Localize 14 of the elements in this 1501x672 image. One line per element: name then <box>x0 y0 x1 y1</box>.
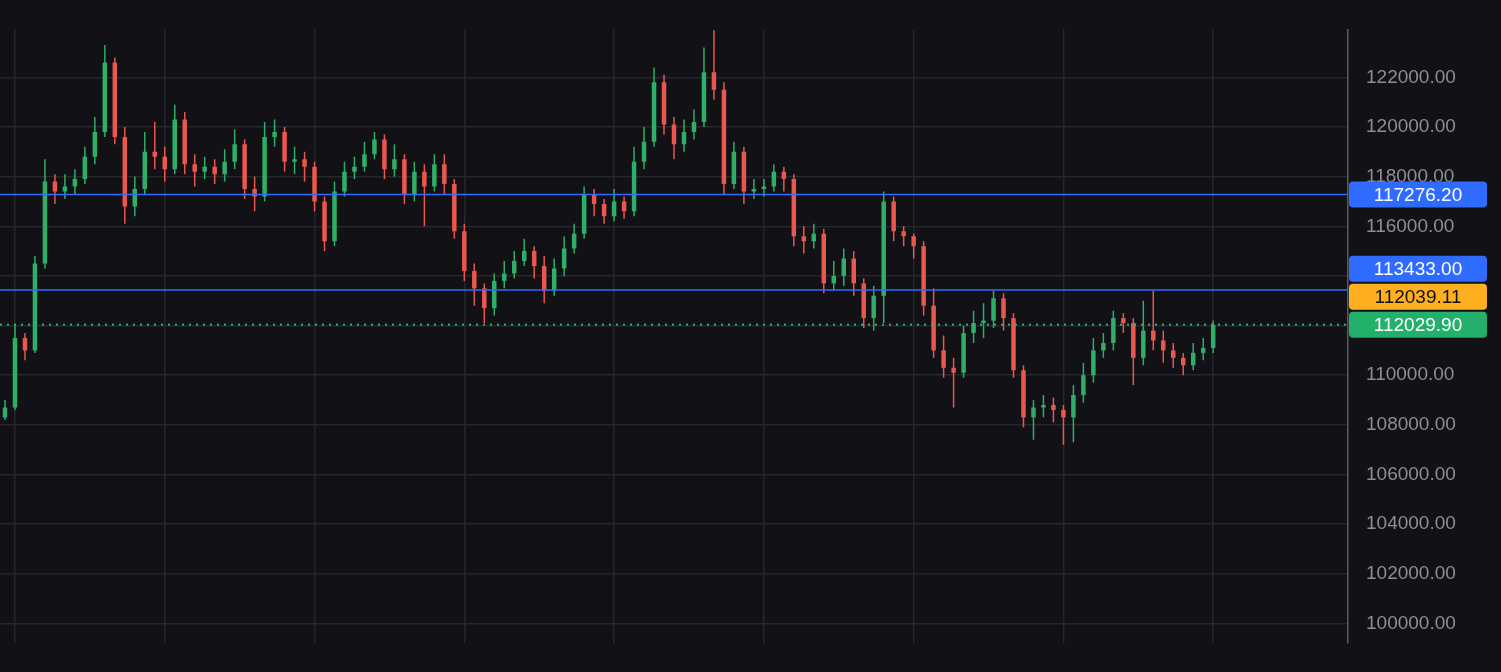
y-tick-label: 116000.00 <box>1366 214 1455 236</box>
y-tick-label: 108000.00 <box>1366 413 1456 435</box>
y-tick-label: 106000.00 <box>1366 462 1456 484</box>
ref-line-label: 113433.00 <box>1373 258 1463 280</box>
y-tick-label: 120000.00 <box>1366 115 1456 137</box>
y-tick-label: 102000.00 <box>1366 562 1456 584</box>
ref-line-label: 112039.11 <box>1374 286 1462 308</box>
y-tick-label: 110000.00 <box>1366 363 1455 385</box>
y-tick-label: 122000.00 <box>1366 65 1456 87</box>
y-tick-label: 100000.00 <box>1366 611 1456 633</box>
y-tick-label: 118000.00 <box>1366 164 1455 186</box>
ref-line-label: 117276.20 <box>1373 183 1463 205</box>
ref-line-label: 112029.90 <box>1373 314 1463 336</box>
y-tick-label: 104000.00 <box>1366 512 1456 534</box>
